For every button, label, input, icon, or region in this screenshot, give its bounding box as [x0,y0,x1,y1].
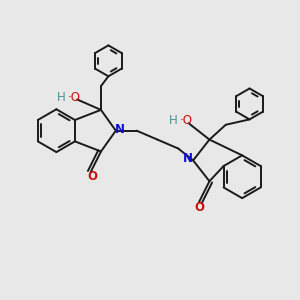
Text: O: O [194,201,204,214]
Text: ·O: ·O [180,114,193,127]
Text: H: H [57,92,66,104]
Text: N: N [183,152,193,165]
Text: O: O [87,170,97,183]
Text: H: H [169,114,178,127]
Text: N: N [115,123,125,136]
Text: ·O: ·O [68,92,81,104]
